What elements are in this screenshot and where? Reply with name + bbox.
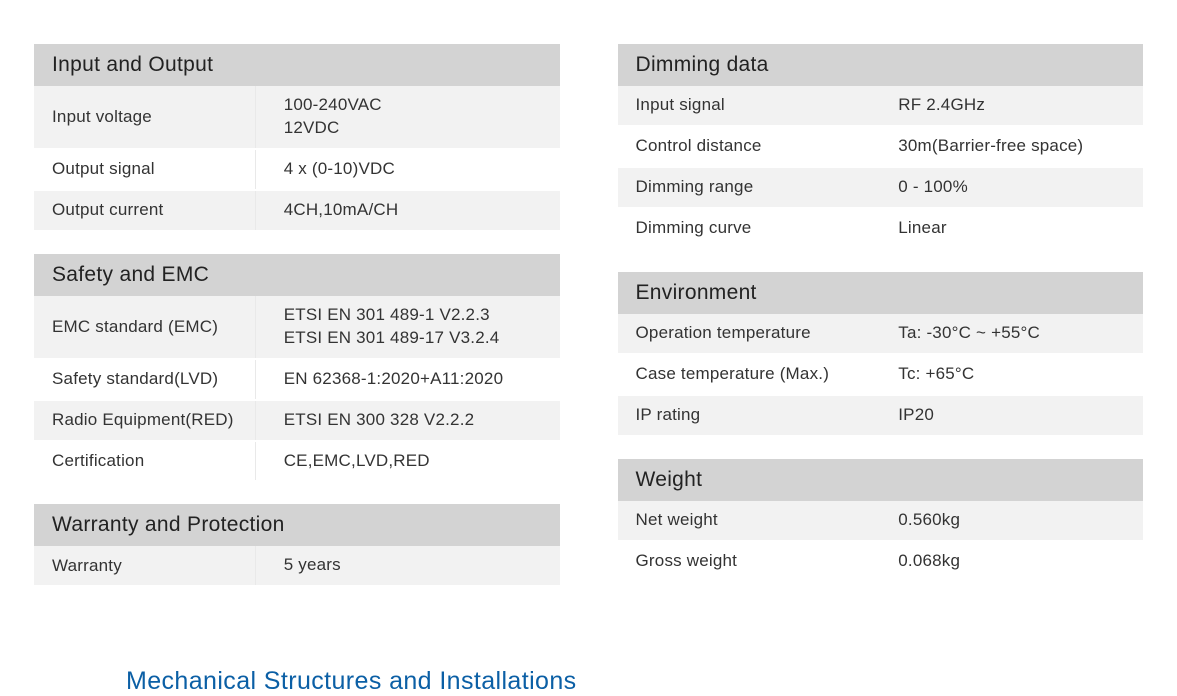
spec-label: Warranty — [34, 548, 255, 584]
spec-value: 30m(Barrier-free space) — [880, 127, 1143, 166]
section-header: Environment — [618, 272, 1144, 314]
spec-label: Dimming range — [618, 169, 881, 205]
spec-label: Output current — [34, 192, 255, 228]
spec-value: Ta: -30°C ~ +55°C — [880, 314, 1143, 353]
spec-label: Safety standard(LVD) — [34, 361, 255, 397]
spec-label: Output signal — [34, 151, 255, 187]
section-dimming-data: Dimming data Input signal RF 2.4GHz Cont… — [618, 44, 1144, 250]
spec-row: Dimming range 0 - 100% — [618, 168, 1144, 209]
spec-row: Input voltage 100-240VAC 12VDC — [34, 86, 560, 150]
spec-value: 4 x (0-10)VDC — [255, 150, 560, 189]
section-header: Input and Output — [34, 44, 560, 86]
spec-label: Gross weight — [618, 543, 881, 579]
section-warranty: Warranty and Protection Warranty 5 years — [34, 504, 560, 587]
spec-row: Output current 4CH,10mA/CH — [34, 191, 560, 232]
spec-row: Input signal RF 2.4GHz — [618, 86, 1144, 127]
section-safety-emc: Safety and EMC EMC standard (EMC) ETSI E… — [34, 254, 560, 483]
spec-label: Input voltage — [34, 99, 255, 135]
spec-columns: Input and Output Input voltage 100-240VA… — [34, 44, 1143, 609]
spec-row: Gross weight 0.068kg — [618, 542, 1144, 583]
spec-value: 100-240VAC 12VDC — [255, 86, 560, 148]
spec-label: Radio Equipment(RED) — [34, 402, 255, 438]
spec-value: 4CH,10mA/CH — [255, 191, 560, 230]
section-weight: Weight Net weight 0.560kg Gross weight 0… — [618, 459, 1144, 583]
spec-row: Net weight 0.560kg — [618, 501, 1144, 542]
spec-label: Certification — [34, 443, 255, 479]
spec-row: Certification CE,EMC,LVD,RED — [34, 442, 560, 483]
spec-row: EMC standard (EMC) ETSI EN 301 489-1 V2.… — [34, 296, 560, 360]
spec-row: Warranty 5 years — [34, 546, 560, 587]
spec-value: 0 - 100% — [880, 168, 1143, 207]
spec-label: Control distance — [618, 128, 881, 164]
spec-value: 0.560kg — [880, 501, 1143, 540]
section-header: Warranty and Protection — [34, 504, 560, 546]
spec-value: CE,EMC,LVD,RED — [255, 442, 560, 481]
spec-row: Control distance 30m(Barrier-free space) — [618, 127, 1144, 168]
spec-value: ETSI EN 300 328 V2.2.2 — [255, 401, 560, 440]
spec-label: Operation temperature — [618, 315, 881, 351]
footer-heading: Mechanical Structures and Installations — [126, 667, 1143, 696]
spec-value: RF 2.4GHz — [880, 86, 1143, 125]
spec-label: Dimming curve — [618, 210, 881, 246]
spec-value: Tc: +65°C — [880, 355, 1143, 394]
right-column: Dimming data Input signal RF 2.4GHz Cont… — [618, 44, 1144, 609]
spec-value: 5 years — [255, 546, 560, 585]
left-column: Input and Output Input voltage 100-240VA… — [34, 44, 560, 609]
spec-row: Output signal 4 x (0-10)VDC — [34, 150, 560, 191]
spec-value: ETSI EN 301 489-1 V2.2.3 ETSI EN 301 489… — [255, 296, 560, 358]
spec-row: Case temperature (Max.) Tc: +65°C — [618, 355, 1144, 396]
spec-row: Safety standard(LVD) EN 62368-1:2020+A11… — [34, 360, 560, 401]
spec-value: IP20 — [880, 396, 1143, 435]
section-header: Safety and EMC — [34, 254, 560, 296]
spec-label: Input signal — [618, 87, 881, 123]
spec-row: Dimming curve Linear — [618, 209, 1144, 250]
section-input-output: Input and Output Input voltage 100-240VA… — [34, 44, 560, 232]
spec-row: Radio Equipment(RED) ETSI EN 300 328 V2.… — [34, 401, 560, 442]
section-header: Weight — [618, 459, 1144, 501]
spec-label: EMC standard (EMC) — [34, 309, 255, 345]
spec-value: EN 62368-1:2020+A11:2020 — [255, 360, 560, 399]
spec-label: IP rating — [618, 397, 881, 433]
spec-row: IP rating IP20 — [618, 396, 1144, 437]
section-environment: Environment Operation temperature Ta: -3… — [618, 272, 1144, 437]
spec-value: 0.068kg — [880, 542, 1143, 581]
spec-row: Operation temperature Ta: -30°C ~ +55°C — [618, 314, 1144, 355]
section-header: Dimming data — [618, 44, 1144, 86]
spec-value: Linear — [880, 209, 1143, 248]
spec-label: Case temperature (Max.) — [618, 356, 881, 392]
spec-label: Net weight — [618, 502, 881, 538]
